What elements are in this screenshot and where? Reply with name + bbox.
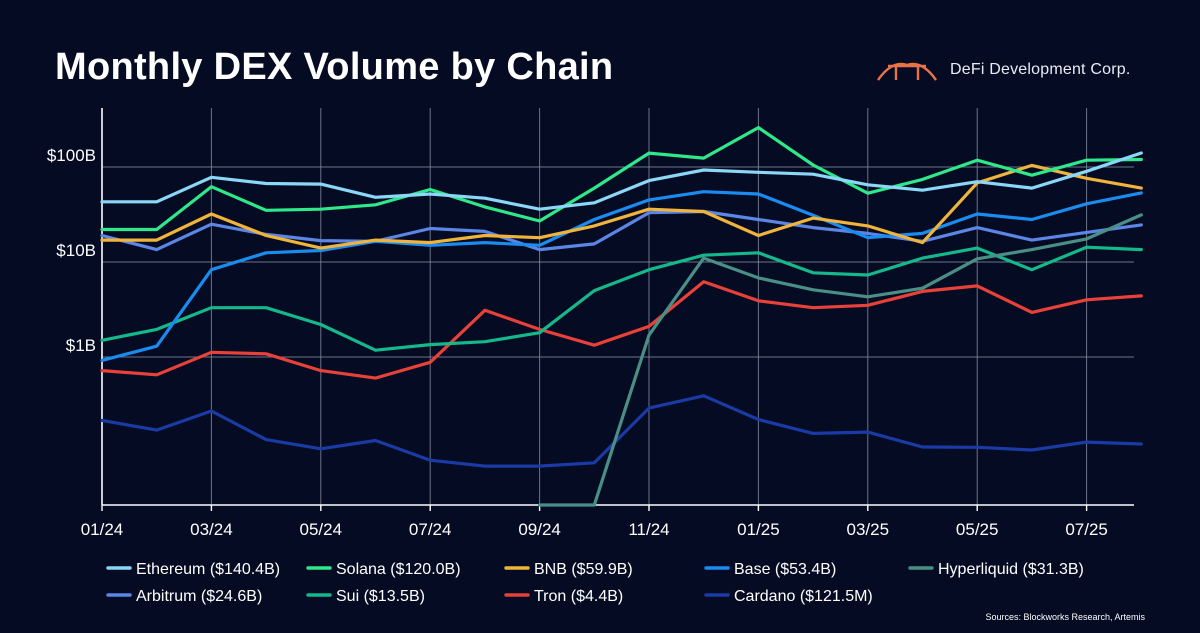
series-line-ethereum [100, 151, 1143, 211]
legend-label-tron: Tron ($4.4B) [534, 588, 623, 605]
x-tick-label: 01/25 [737, 520, 780, 539]
legend-label-hyperliquid: Hyperliquid ($31.3B) [938, 561, 1084, 578]
x-tick-label: 11/24 [628, 520, 669, 539]
bridge-logo-icon [877, 62, 937, 81]
x-tick-label: 01/24 [81, 520, 124, 539]
source-note: Sources: Blockworks Research, Artemis [985, 612, 1145, 622]
series-line-arbitrum [100, 209, 1143, 252]
legend-label-ethereum: Ethereum ($140.4B) [136, 561, 280, 578]
legend: Ethereum ($140.4B) Solana ($120.0B) BNB ($… [106, 561, 1084, 605]
series-line-cardano [100, 394, 1143, 468]
y-tick-label: $1B [66, 336, 96, 355]
x-tick-label: 03/24 [190, 520, 233, 539]
series-line-tron [100, 280, 1143, 380]
x-tick-label: 07/24 [409, 520, 452, 539]
x-tick-label: 05/25 [956, 520, 999, 539]
legend-label-arbitrum: Arbitrum ($24.6B) [136, 588, 262, 605]
legend-label-cardano: Cardano ($121.5M) [734, 588, 873, 605]
legend-label-bnb: BNB ($59.9B) [534, 561, 633, 578]
brand: DeFi Development Corp. [876, 56, 1130, 84]
y-tick-label: $100B [47, 146, 96, 165]
legend-label-solana: Solana ($120.0B) [336, 561, 461, 578]
series-line-solana [100, 126, 1143, 232]
x-tick-label: 07/25 [1065, 520, 1108, 539]
x-tick-label: 09/24 [518, 520, 561, 539]
y-tick-label: $10B [56, 241, 96, 260]
series-line-hyperliquid [538, 213, 1143, 507]
series-lines [100, 126, 1143, 507]
x-tick-label: 05/24 [300, 520, 343, 539]
legend-label-base: Base ($53.4B) [734, 561, 836, 578]
page-title: Monthly DEX Volume by Chain [55, 46, 614, 88]
series-line-base [100, 190, 1143, 362]
brand-name: DeFi Development Corp. [950, 61, 1131, 78]
series-line-bnb [100, 163, 1143, 250]
series-line-sui [100, 245, 1143, 352]
x-tick-label: 03/25 [847, 520, 890, 539]
legend-label-sui: Sui ($13.5B) [336, 588, 425, 605]
